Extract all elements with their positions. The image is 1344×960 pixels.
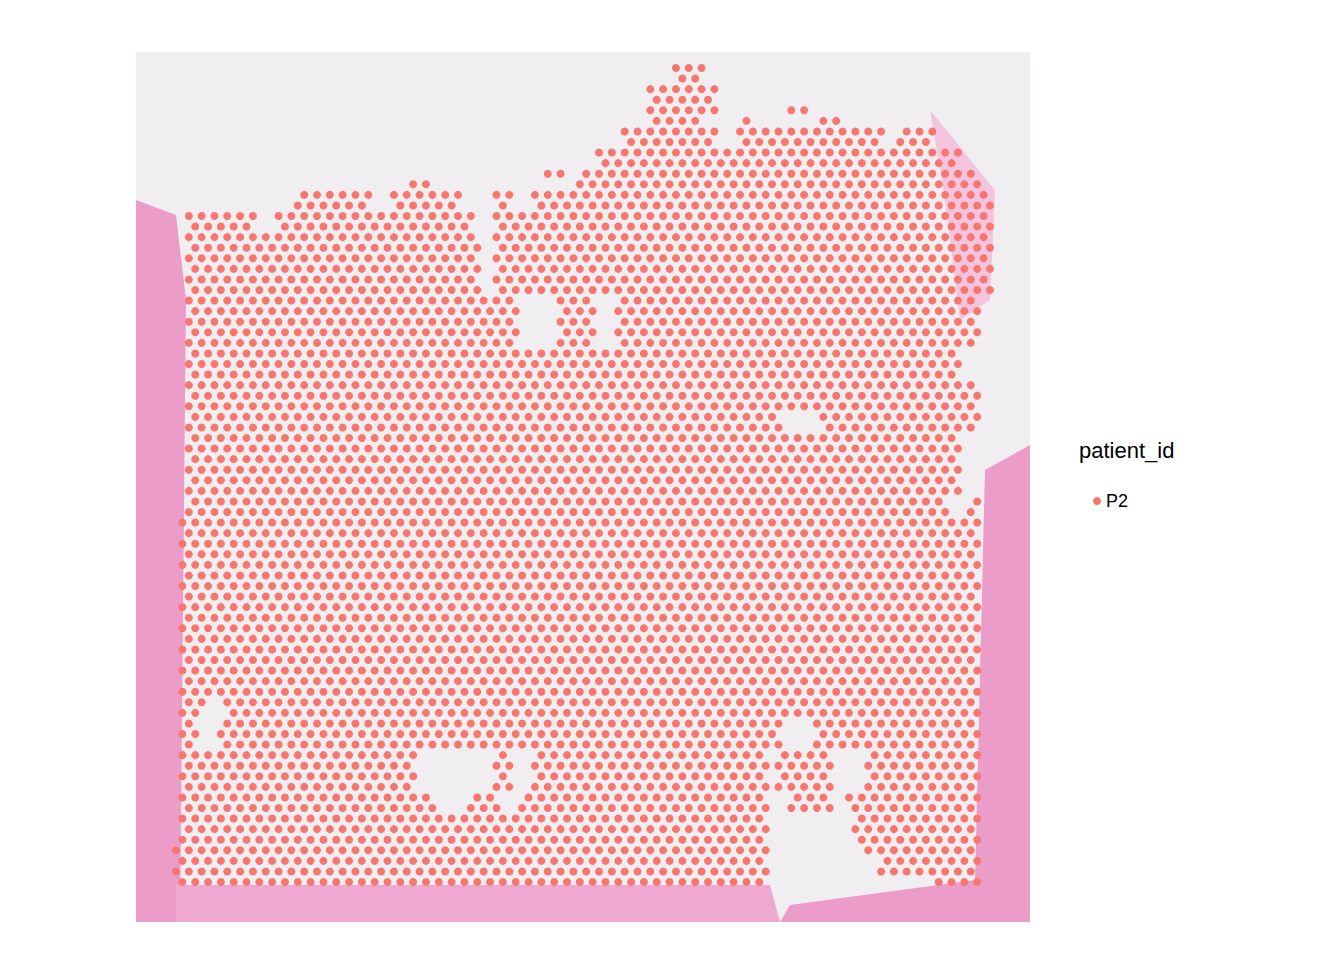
svg-text:P2: P2 [1106,491,1128,511]
svg-text:patient_id: patient_id [1079,438,1174,463]
